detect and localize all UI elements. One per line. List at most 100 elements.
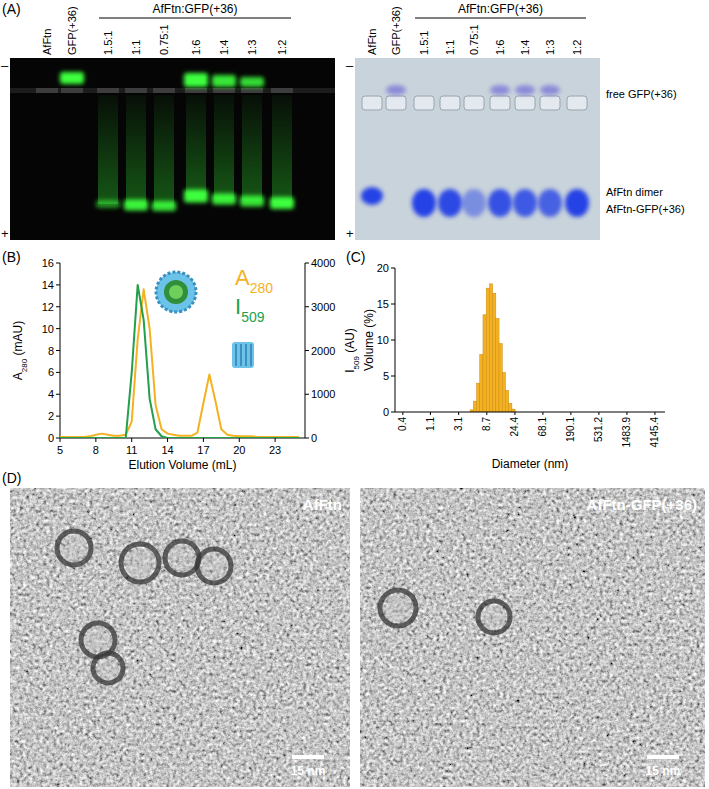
tick-label: 10 [377,334,389,346]
panel-label: (C) [346,249,365,265]
tick [131,438,132,442]
group-label: AfFtn:GFP(+36) [458,2,543,16]
well [153,88,175,93]
text-part: A [235,265,250,290]
tick [239,438,240,442]
particle-ring [380,590,416,626]
micrograph-label: AfFtn-GFP(+36) [587,496,697,513]
band [152,201,176,211]
tick-label: 5 [383,370,389,382]
text-part: A [11,372,25,380]
bar [486,288,489,412]
bar [493,293,496,412]
subscript: 280 [250,280,274,296]
panel-label: (B) [2,249,21,265]
tick-label: 2 [48,410,54,422]
tick-label: 0 [311,432,317,444]
group-line [415,18,586,19]
chart-c: 051015200.41.13.18.724.468.1190.1531.214… [362,262,665,471]
well [464,96,484,110]
tick [626,412,627,415]
bar [509,403,512,412]
lane-label: 1:4 [218,40,230,55]
micrograph-label: AfFtn [303,496,342,513]
tick-label: 8 [48,345,54,357]
band [184,73,208,87]
tick [391,304,395,305]
tick-label: 0 [383,406,389,418]
band [60,72,84,84]
tick [391,376,395,377]
lane-label: 1:3 [544,40,556,55]
tick-label: 4145.4 [649,417,660,448]
well-row [10,88,335,93]
tick [60,438,61,442]
lane-label: 1:4 [519,40,531,55]
tick-label: 16 [42,257,54,269]
scale-bar-label: 15 nm [291,764,326,778]
well [36,88,58,93]
tick [598,412,599,415]
axis-title: I509 (AU) [343,328,361,373]
band [540,85,560,95]
tick-label: 14 [161,444,173,456]
lane-label: 1:6 [494,40,506,55]
pole-label: – [346,58,354,73]
tick-label: 12 [42,301,54,313]
tick-label: 20 [377,262,389,274]
bar [473,401,476,412]
tick [305,438,309,439]
tick-label: 24.4 [509,417,520,437]
bar [505,390,508,412]
tick [56,372,60,373]
tick-label: 1.1 [425,417,436,431]
band [124,200,148,211]
tick [305,263,309,264]
smear [126,95,146,205]
band [240,77,264,87]
axis-title: Diameter (nm) [492,457,569,471]
smear [272,95,292,203]
band [240,196,264,207]
scale-bar-label: 15 nm [646,764,681,778]
micrograph: AfFtn 15 nm [10,488,350,787]
tick-label: 15 [377,298,389,310]
tick [391,340,395,341]
smear [214,95,234,199]
lane-label: 1.5:1 [102,31,114,55]
well [386,96,406,110]
lane-label: 1:2 [276,40,288,55]
tick [402,412,403,415]
tick-label: 190.1 [565,417,576,442]
bar [502,372,505,412]
band [538,189,562,217]
scale-bar [647,755,679,759]
band [513,189,537,217]
tick-label: 20 [233,444,245,456]
band [184,190,208,203]
tick [430,412,431,415]
subscript: 509 [241,309,265,325]
bar [480,354,483,412]
tick [305,306,309,307]
lane-label: 1:6 [190,40,202,55]
smear [154,95,174,206]
band [462,189,486,217]
tick-label: 0 [48,432,54,444]
band [438,189,462,217]
lane-label: 1:2 [571,40,583,55]
particle-core [97,657,119,679]
cage-icon [156,272,196,312]
well [241,88,263,93]
tick [542,412,543,415]
text-part: (AU) [343,328,357,356]
band [96,200,120,208]
band [488,189,512,217]
tick-label: 10 [42,323,54,335]
gel-panel: AfFtnGFP(+36)1.5:11:10.75:11:61:41:31:2A… [1,2,335,241]
dimer-icon [232,342,254,368]
bars [470,284,515,412]
tick [56,328,60,329]
particle-ring [165,541,199,575]
particle-ring [93,653,123,683]
